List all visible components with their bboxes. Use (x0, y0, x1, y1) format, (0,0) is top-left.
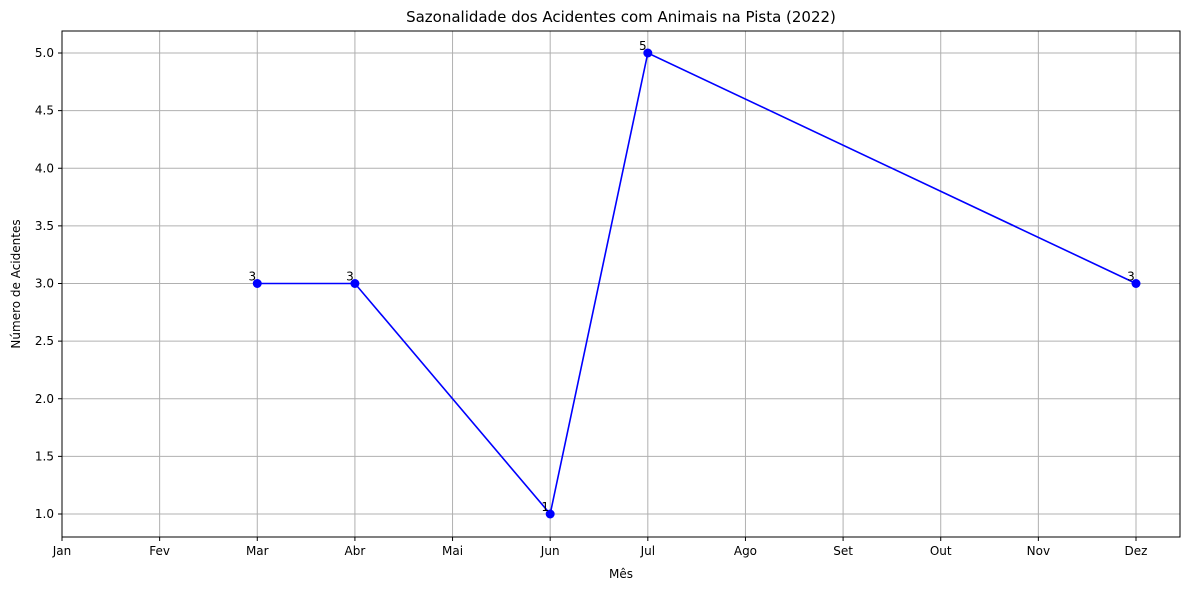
grid (61, 31, 1180, 537)
data-point (545, 509, 555, 519)
y-tick-label: 3.5 (35, 219, 54, 233)
x-tick-label: Mar (246, 544, 269, 558)
x-tick-label: Abr (345, 544, 366, 558)
x-tick-label: Jul (640, 544, 655, 558)
data-label: 3 (248, 270, 256, 284)
data-label: 5 (639, 39, 647, 53)
plot-frame (61, 30, 1181, 538)
y-tick-label: 4.0 (35, 161, 54, 175)
x-tick-label: Dez (1125, 544, 1148, 558)
y-tick-label: 1.5 (35, 449, 54, 463)
y-tick-label: 4.5 (35, 104, 54, 118)
x-tick-label: Out (930, 544, 952, 558)
x-tick-label: Nov (1027, 544, 1050, 558)
y-axis-label: Número de Acidentes (9, 219, 23, 348)
data-point (643, 48, 653, 58)
x-tick-label: Ago (734, 544, 757, 558)
axis-ticks: Jan Fev Mar Abr Mai Jun Jul Ago Set Out Nov Dez 1.0 1… (35, 46, 1148, 558)
data-points (252, 48, 1141, 519)
x-tick-label: Set (833, 544, 853, 558)
data-labels: 3 3 1 5 3 (248, 39, 1134, 514)
y-tick-label: 1.0 (35, 507, 54, 521)
y-tick-label: 2.0 (35, 392, 54, 406)
y-tick-label: 2.5 (35, 334, 54, 348)
data-point (1131, 279, 1141, 288)
x-tick-label: Jan (52, 544, 72, 558)
data-label: 3 (346, 270, 354, 284)
x-tick-label: Jun (540, 544, 560, 558)
y-tick-label: 3.0 (35, 277, 54, 291)
data-label: 3 (1127, 270, 1135, 284)
x-tick-label: Mai (442, 544, 463, 558)
data-point (350, 279, 360, 288)
data-label: 1 (541, 500, 549, 514)
data-point (252, 279, 262, 288)
x-tick-label: Fev (149, 544, 170, 558)
x-axis-label: Mês (609, 567, 633, 581)
y-tick-label: 5.0 (35, 46, 54, 60)
chart-title: Sazonalidade dos Acidentes com Animais n… (406, 8, 836, 26)
